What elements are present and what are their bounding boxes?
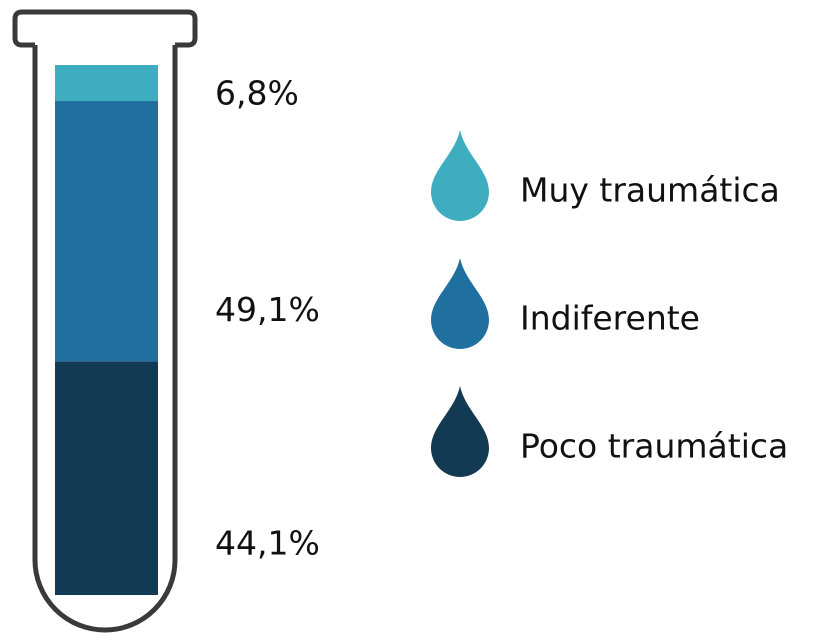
value-label: 6,8% [215,74,299,113]
bar-segment [55,101,158,362]
legend-label: Muy traumática [520,171,780,210]
value-label: 49,1% [215,290,320,329]
bar-segment [55,65,158,102]
legend-drop [431,258,489,349]
tube-outline [12,9,198,633]
legend-drop [431,130,489,221]
bar-segment [55,361,158,595]
legend-label: Poco traumática [520,427,788,466]
value-label: 44,1% [215,524,320,563]
legend-drop [431,386,489,477]
legend-label: Indiferente [520,299,700,338]
